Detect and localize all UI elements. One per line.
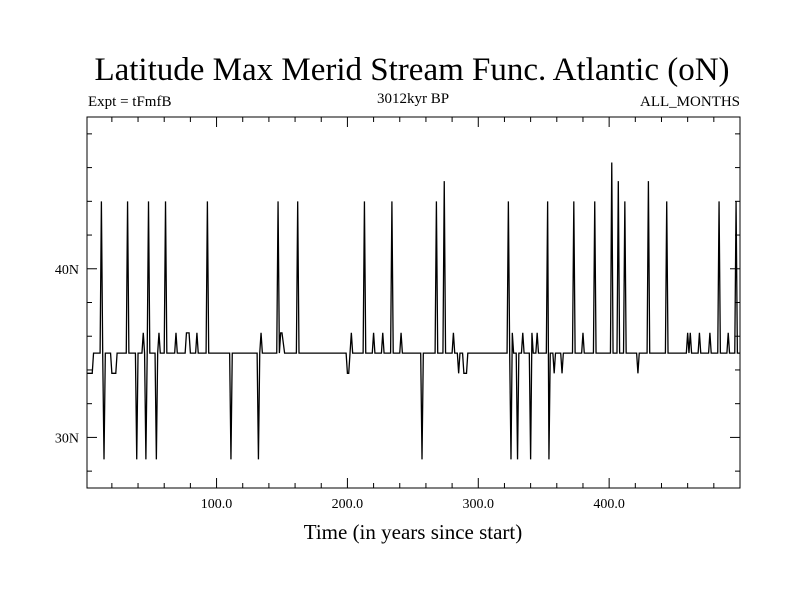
x-tick-label: 200.0: [332, 497, 364, 512]
axis-tick-labels: 100.0 200.0 300.0 400.0 30N 40N: [55, 263, 625, 512]
axis-ticks: [87, 117, 740, 488]
x-tick-label: 100.0: [201, 497, 233, 512]
plot-frame: [86, 116, 741, 489]
chart-title: Latitude Max Merid Stream Func. Atlantic…: [94, 52, 729, 88]
series-line: [87, 162, 740, 460]
chart-subtitle-center: 3012kyr BP: [377, 91, 449, 107]
x-axis-label: Time (in years since start): [304, 520, 523, 544]
x-tick-label: 300.0: [463, 497, 495, 512]
chart-subtitle-left: Expt = tFmfB: [88, 94, 171, 110]
chart-subtitle-right: ALL_MONTHS: [640, 94, 740, 110]
y-tick-label: 40N: [55, 263, 79, 278]
x-tick-label: 400.0: [593, 497, 625, 512]
y-tick-label: 30N: [55, 431, 79, 446]
